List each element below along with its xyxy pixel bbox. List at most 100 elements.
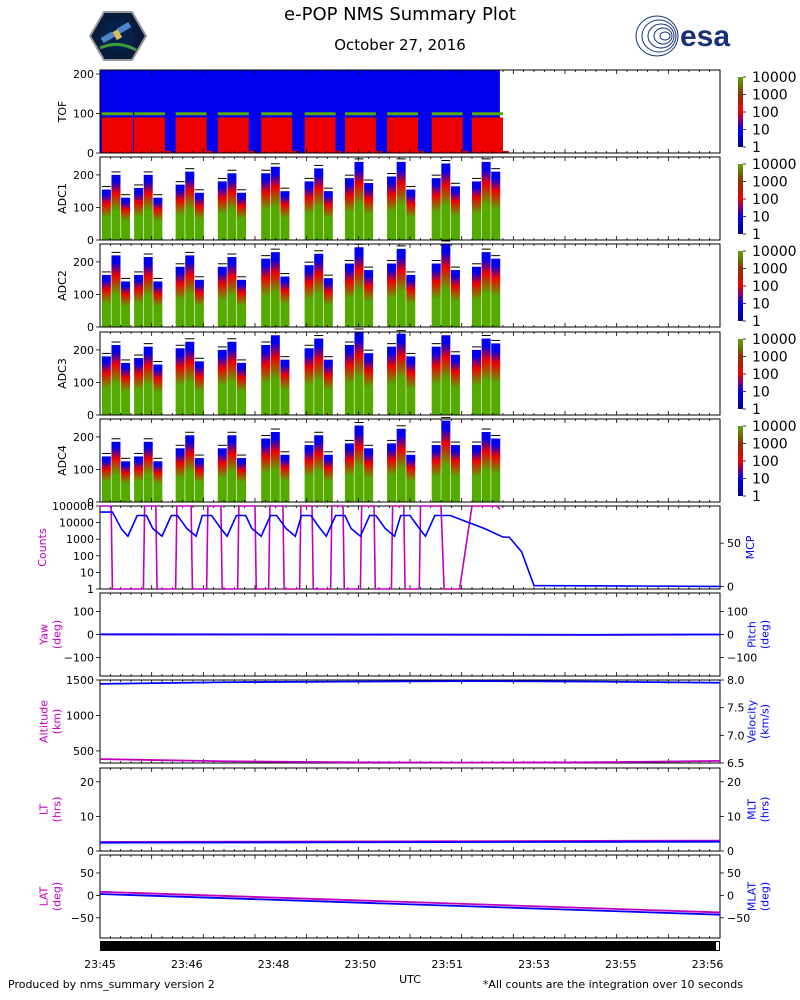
y-tick-label: 8.0 — [727, 674, 745, 687]
x-tick-label: 23:51 — [431, 958, 463, 971]
spectro-column — [406, 454, 416, 502]
spectro-column — [387, 176, 397, 240]
y-axis-label-left: Counts — [36, 528, 49, 567]
colorbar — [738, 77, 743, 147]
spectro-column — [101, 274, 111, 327]
y-tick-label: 0 — [727, 845, 734, 858]
y-axis-label-right-line: MLT — [746, 799, 759, 820]
y-tick-label: 0 — [727, 629, 734, 642]
spectro-column — [175, 184, 185, 240]
y-axis-label-right-line: MLAT — [746, 882, 759, 912]
spectro-column — [441, 244, 451, 327]
y-tick-label: 0 — [87, 409, 94, 422]
y-tick-label: 0 — [87, 629, 94, 642]
spectro-column — [344, 345, 354, 415]
left-series-line — [99, 758, 721, 764]
tof-gap — [462, 151, 469, 153]
y-tick-label: −100 — [64, 652, 94, 665]
colorbar-tick-label: 1 — [752, 227, 761, 243]
y-axis-label-right-line: (hrs) — [759, 797, 772, 823]
spectro-column — [354, 161, 364, 240]
colorbar-tick-label: 100 — [752, 279, 779, 295]
spectro-column — [364, 183, 374, 240]
spectro-column — [406, 189, 416, 240]
spectro-column — [396, 428, 406, 502]
tof-gap — [248, 151, 255, 153]
y-tick-label: 100 — [73, 201, 94, 214]
spectro-column — [227, 341, 237, 415]
x-tick-label: 23:46 — [171, 958, 203, 971]
y-axis-label-line: ADC3 — [56, 358, 69, 389]
y-tick-label: 50 — [80, 867, 94, 880]
spectro-column — [194, 192, 204, 240]
y-tick-label: 20 — [80, 776, 94, 789]
y-tick-label: 100 — [73, 605, 94, 618]
spectro-column — [396, 333, 406, 415]
spectro-column — [441, 163, 451, 240]
tof-burst — [101, 117, 133, 153]
spectro-column — [194, 361, 204, 415]
y-axis-label-left-line: Altitude — [38, 700, 51, 743]
y-tick-label: 100 — [73, 288, 94, 301]
spectro-column — [450, 354, 460, 415]
y-axis-label-right-line: Pitch — [746, 621, 759, 648]
tof-band — [217, 112, 249, 116]
y-tick-label: 100 — [73, 107, 94, 120]
spectro-column — [354, 425, 364, 502]
spectro-column — [227, 435, 237, 502]
spectro-column — [270, 432, 280, 502]
colorbar — [738, 339, 743, 409]
spectro-column — [217, 266, 227, 327]
y-axis-label-left-line: Counts — [36, 528, 49, 567]
colorbar-tick-label: 10000 — [752, 157, 797, 173]
y-tick-label: −50 — [727, 912, 750, 925]
spectro-column — [175, 448, 185, 502]
x-tick-label: 23:55 — [605, 958, 637, 971]
colorbar-tick-label: 10000 — [752, 244, 797, 260]
y-tick-label: 200 — [73, 256, 94, 269]
spectro-column — [101, 189, 111, 240]
right-series-line — [99, 840, 721, 844]
spectro-column — [364, 353, 374, 415]
spectro-column — [481, 432, 491, 502]
right-series-line — [99, 893, 721, 916]
y-tick-label: 100 — [73, 376, 94, 389]
y-tick-label: −100 — [727, 652, 757, 665]
spectro-column — [323, 191, 333, 240]
y-tick-label: 0 — [727, 580, 734, 593]
y-tick-label: 10 — [727, 810, 741, 823]
spectro-column — [396, 161, 406, 240]
y-axis-label-line: TOF — [56, 101, 69, 124]
spectro-column — [431, 263, 441, 327]
counts-line — [100, 505, 501, 590]
spectro-column — [387, 263, 397, 327]
tof-burst — [134, 117, 166, 153]
y-tick-label: 200 — [73, 344, 94, 357]
spectro-column — [354, 247, 364, 327]
spectro-column — [270, 166, 280, 240]
spectro-column — [314, 435, 324, 502]
spectro-column — [175, 348, 185, 415]
y-tick-label: 1000 — [66, 709, 94, 722]
page-title: e-POP NMS Summary Plot — [284, 4, 516, 25]
y-axis-label-right-line: Velocity — [746, 699, 759, 743]
y-tick-label: 7.0 — [727, 729, 745, 742]
spectro-column — [194, 458, 204, 502]
right-series-line — [99, 680, 721, 685]
y-axis-label-left-line: (deg) — [51, 620, 64, 649]
y-axis-label-left-line: LT — [38, 804, 51, 816]
y-tick-label: 1 — [87, 583, 94, 596]
spectro-column — [270, 252, 280, 327]
spectro-column — [143, 257, 153, 327]
spectro-column — [491, 258, 501, 327]
spectro-column — [323, 454, 333, 502]
tof-gap — [165, 151, 172, 153]
y-tick-label: 500 — [73, 745, 94, 758]
spectro-column — [227, 173, 237, 240]
spectro-column — [344, 443, 354, 502]
colorbar-tick-label: 1 — [752, 489, 761, 505]
y-axis-label-right-line: (deg) — [759, 620, 772, 649]
y-tick-label: 0 — [87, 321, 94, 334]
spectro-column — [441, 420, 451, 502]
colorbar-tick-label: 1000 — [752, 88, 788, 104]
